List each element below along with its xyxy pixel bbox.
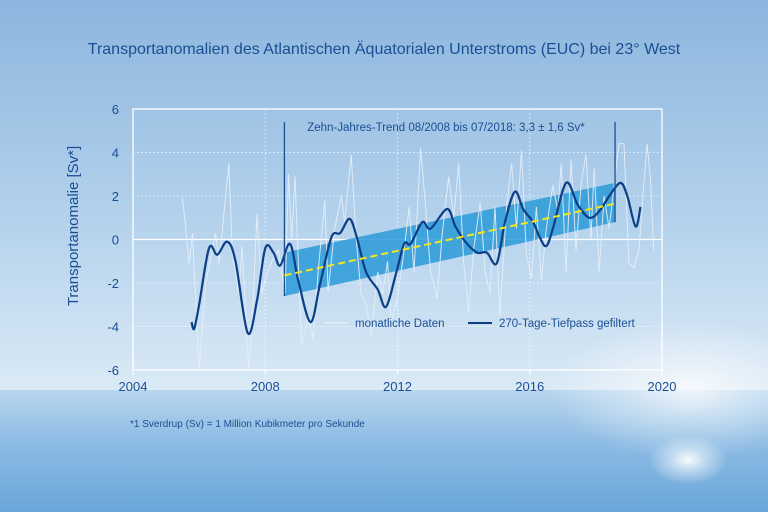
sun-glare: [550, 320, 768, 460]
plot-frame: [132, 108, 663, 371]
y-tick-label: 6: [112, 102, 119, 117]
sun-reflection: [648, 435, 728, 485]
legend: monatliche Daten 270-Tage-Tiefpass gefil…: [325, 318, 636, 330]
monthly-series-group: [182, 143, 655, 371]
x-tick-label: 2004: [119, 379, 148, 394]
legend-label-monthly: monatliche Daten: [355, 318, 445, 330]
chart-title: Transportanomalien des Atlantischen Äqua…: [88, 40, 681, 58]
y-tick-label: 2: [112, 189, 119, 204]
y-tick-label: -4: [107, 320, 119, 335]
y-axis-label: Transportanomalie [Sv*]: [65, 146, 82, 306]
y-tick-label: -2: [107, 276, 119, 291]
x-tick-label: 2008: [251, 379, 280, 394]
trend-line-group: [283, 122, 616, 297]
x-tick-label: 2012: [383, 379, 412, 394]
x-tick-label: 2020: [648, 379, 677, 394]
y-tick-label: 4: [112, 146, 119, 161]
monthly-data-line: [182, 143, 655, 371]
filtered-series-group: [190, 181, 642, 336]
trend-annotation: Zehn-Jahres-Trend 08/2008 bis 07/2018: 3…: [307, 122, 585, 134]
y-tick-label: 0: [112, 233, 119, 248]
filtered-data-line: [190, 181, 642, 336]
trend-line: [284, 202, 616, 277]
x-tick-label: 2016: [515, 379, 544, 394]
legend-label-filtered: 270-Tage-Tiefpass gefiltert: [499, 318, 636, 330]
y-tick-label: -6: [107, 363, 119, 378]
footnote: *1 Sverdrup (Sv) = 1 Million Kubikmeter …: [130, 419, 365, 430]
